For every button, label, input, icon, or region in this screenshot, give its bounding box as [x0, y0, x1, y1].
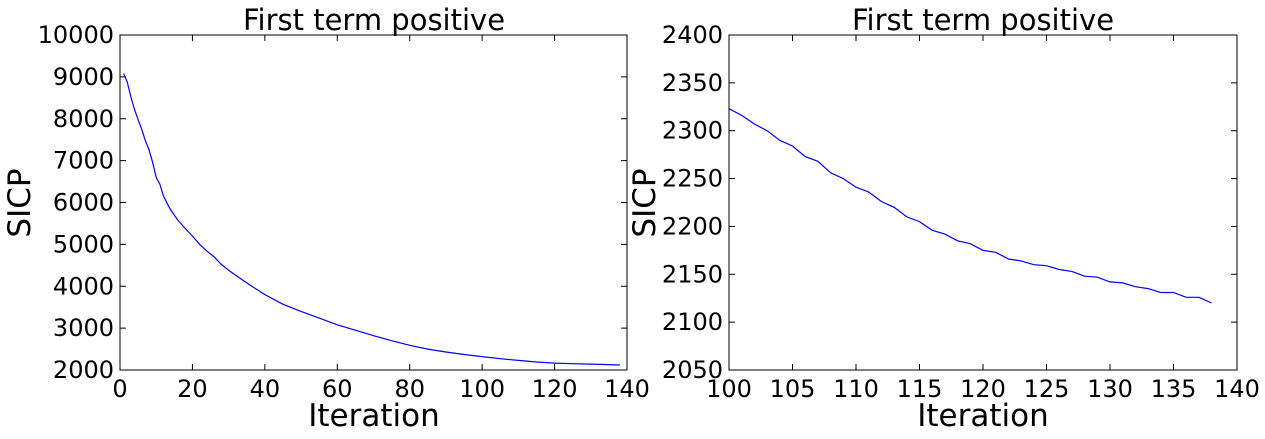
chart-title: First term positive: [243, 3, 505, 37]
plot-area: [728, 108, 1212, 304]
x-tick-label: 140: [1214, 375, 1260, 403]
y-tick-label: 7000: [53, 147, 114, 175]
y-tick-label: 2100: [662, 308, 723, 336]
y-tick-label: 2300: [662, 117, 723, 145]
x-tick-label: 110: [833, 375, 879, 403]
y-tick-label: 9000: [53, 63, 114, 91]
plot-area: [123, 73, 620, 366]
x-tick-label: 125: [1024, 375, 1070, 403]
y-tick-label: 6000: [53, 189, 114, 217]
x-tick-label: 100: [706, 375, 752, 403]
y-tick-label: 2250: [662, 165, 723, 193]
tick-layer: 100 105 110 115 120 125 130 135 140 2050 2100 2150 2…: [662, 21, 1260, 403]
y-tick-label: 2000: [53, 356, 114, 384]
x-tick-label: 115: [897, 375, 943, 403]
x-tick-label: 60: [322, 375, 353, 403]
axes-frame: [728, 34, 1238, 371]
series-line: [123, 73, 620, 366]
series-line: [728, 108, 1212, 304]
x-tick-label: 135: [1151, 375, 1197, 403]
chart-right: First term positive Iteration SICP 100 10…: [627, 3, 1260, 434]
x-tick-label: 0: [112, 375, 127, 403]
x-axis-label: Iteration: [308, 398, 440, 434]
y-tick-label: 2150: [662, 260, 723, 288]
x-tick-label: 120: [532, 375, 578, 403]
x-tick-label: 130: [1087, 375, 1133, 403]
y-tick-label: 8000: [53, 105, 114, 133]
y-tick-label: 10000: [38, 21, 114, 49]
x-tick-label: 120: [960, 375, 1006, 403]
chart-left: First term positive Iteration SICP 0 20 40…: [2, 3, 650, 434]
x-tick-label: 40: [250, 375, 281, 403]
y-axis-label: SICP: [2, 168, 38, 237]
y-tick-label: 3000: [53, 314, 114, 342]
chart-title: First term positive: [852, 3, 1114, 37]
x-tick-label: 105: [770, 375, 816, 403]
x-tick-label: 100: [459, 375, 505, 403]
x-tick-label: 80: [394, 375, 425, 403]
axes-frame: [119, 34, 628, 371]
x-axis-label: Iteration: [917, 398, 1049, 434]
y-axis-label: SICP: [627, 168, 663, 237]
x-tick-label: 20: [177, 375, 208, 403]
y-tick-label: 2050: [662, 356, 723, 384]
y-tick-label: 2350: [662, 69, 723, 97]
y-tick-label: 4000: [53, 272, 114, 300]
y-tick-label: 2200: [662, 212, 723, 240]
y-tick-label: 5000: [53, 230, 114, 258]
tick-layer: 0 20 40 60 80 100 120 140 2000 3000 4000 5000 6000 70…: [38, 21, 650, 403]
y-tick-label: 2400: [662, 21, 723, 49]
x-tick-label: 140: [604, 375, 650, 403]
